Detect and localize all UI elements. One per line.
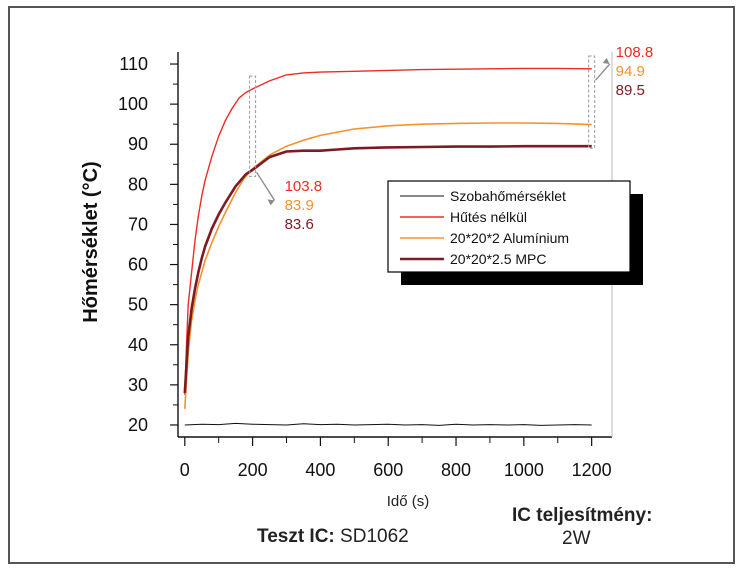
ic-power-label: IC teljesítmény: (512, 505, 653, 526)
series-lines (183, 67, 592, 426)
legend-label: 20*20*2.5 MPC (450, 251, 547, 267)
y-tick-label: 20 (128, 415, 148, 435)
legend-label: 20*20*2 Alumínium (450, 230, 569, 246)
y-tick-label: 110 (119, 54, 148, 74)
chart-frame (8, 6, 735, 564)
x-axis-label: Idő (s) (387, 493, 430, 510)
legend-label: Szobahőmérséklet (450, 188, 566, 204)
test-ic-label: Teszt IC: (257, 526, 335, 547)
series-line (184, 422, 592, 426)
annotation-bracket (249, 75, 257, 177)
annotations: 103.8 83.9 83.6 108.8 94.9 89.5 (249, 44, 654, 233)
y-tick-label: 50 (128, 295, 148, 315)
y-tick-label: 80 (128, 174, 148, 194)
x-tick-label: 1000 (504, 460, 544, 480)
y-tick-label: 100 (118, 94, 148, 114)
x-tick-label: 800 (441, 460, 471, 480)
annotation-bracket (588, 55, 596, 149)
x-tick-label: 200 (238, 460, 268, 480)
arrow-head (602, 58, 610, 65)
ic-power-value: 2W (562, 528, 591, 549)
annotation-arrow (256, 171, 276, 201)
series-line (183, 144, 592, 393)
y-tick-label: 90 (128, 134, 148, 154)
y-tick-label: 70 (128, 214, 148, 234)
annotation-value: 83.6 (285, 216, 314, 233)
y-tick-label: 30 (128, 375, 148, 395)
x-tick-label: 600 (373, 460, 403, 480)
series-line (184, 67, 592, 395)
ticks: 20 30 40 50 60 70 80 90 100 110 0 200 400 600 800 1000 1… (118, 54, 612, 480)
annotation-value: 89.5 (616, 82, 645, 99)
legend-label: Hűtés nélkül (450, 209, 527, 225)
annotation-arrow (595, 63, 611, 81)
annotation-value: 94.9 (616, 63, 645, 80)
x-tick-label: 0 (180, 460, 190, 480)
x-tick-label: 400 (305, 460, 335, 480)
y-tick-label: 60 (128, 255, 148, 275)
annotation-value: 83.9 (285, 197, 314, 214)
x-tick-label: 1200 (572, 460, 612, 480)
annotation-value: 103.8 (285, 178, 323, 195)
y-tick-label: 40 (128, 335, 148, 355)
legend: Szobahőmérséklet Hűtés nélkül 20*20*2 Alum… (387, 180, 643, 285)
test-ic-value: SD1062 (340, 526, 409, 547)
annotation-value: 108.8 (616, 44, 654, 61)
arrow-head (267, 199, 275, 206)
y-axis-label: Hőmérséklet (°C) (80, 161, 102, 322)
test-ic-info: Teszt IC: SD1062 (257, 526, 409, 548)
